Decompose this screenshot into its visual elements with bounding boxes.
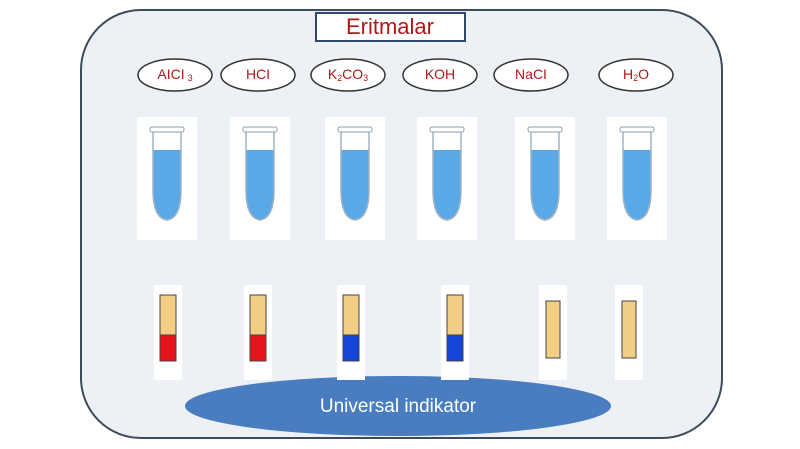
strip-color xyxy=(342,334,360,362)
title: Eritmalar xyxy=(346,14,434,39)
strip-color xyxy=(249,334,267,362)
title-box xyxy=(315,12,466,42)
strip-color xyxy=(446,334,464,362)
label-ellipse xyxy=(310,58,386,92)
label-part: H xyxy=(623,66,633,82)
solution-label: HCI xyxy=(246,66,270,82)
indicator-ellipse xyxy=(185,376,611,436)
strip-paper xyxy=(621,300,637,359)
tube-rim xyxy=(149,126,185,133)
label-part: O xyxy=(638,66,649,82)
solution-label: K2CO3 xyxy=(328,66,368,84)
tube-liquid xyxy=(531,150,559,220)
tube-liquid xyxy=(433,150,461,220)
tube-liquid xyxy=(341,150,369,220)
tube-rim xyxy=(242,126,278,133)
tube-liquid xyxy=(246,150,274,220)
label-ellipse xyxy=(402,58,478,92)
label-part: 2 xyxy=(337,73,342,83)
solution-label: NaCI xyxy=(515,66,547,82)
solution-label: AICI 3 xyxy=(157,66,192,84)
label-part: 3 xyxy=(363,73,368,83)
tube-liquid xyxy=(623,150,651,220)
solution-label: KOH xyxy=(425,66,455,82)
indicator-label: Universal indikator xyxy=(320,396,477,417)
tube-glass xyxy=(340,132,370,221)
tube-glass xyxy=(622,132,652,221)
label-part: 3 xyxy=(188,73,193,83)
label-part: HCI xyxy=(246,66,270,82)
label-ellipse xyxy=(137,58,213,92)
label-ellipse xyxy=(493,58,569,92)
label-part: KOH xyxy=(425,66,455,82)
tube-glass xyxy=(432,132,462,221)
tube-rim xyxy=(337,126,373,133)
solution-label: H2O xyxy=(623,66,649,84)
label-part: NaCI xyxy=(515,66,547,82)
tube-liquid xyxy=(153,150,181,220)
tube-rim xyxy=(619,126,655,133)
tube-rim xyxy=(527,126,563,133)
tube-glass xyxy=(530,132,560,221)
tube-glass xyxy=(245,132,275,221)
strip-color xyxy=(159,334,177,362)
label-part: 2 xyxy=(633,73,638,83)
strip-paper xyxy=(545,300,561,359)
label-ellipse xyxy=(598,58,674,92)
label-part: CO xyxy=(342,66,363,82)
label-ellipse xyxy=(220,58,296,92)
label-part: AICI xyxy=(157,66,184,82)
tube-rim xyxy=(429,126,465,133)
tube-glass xyxy=(152,132,182,221)
label-part: K xyxy=(328,66,338,82)
